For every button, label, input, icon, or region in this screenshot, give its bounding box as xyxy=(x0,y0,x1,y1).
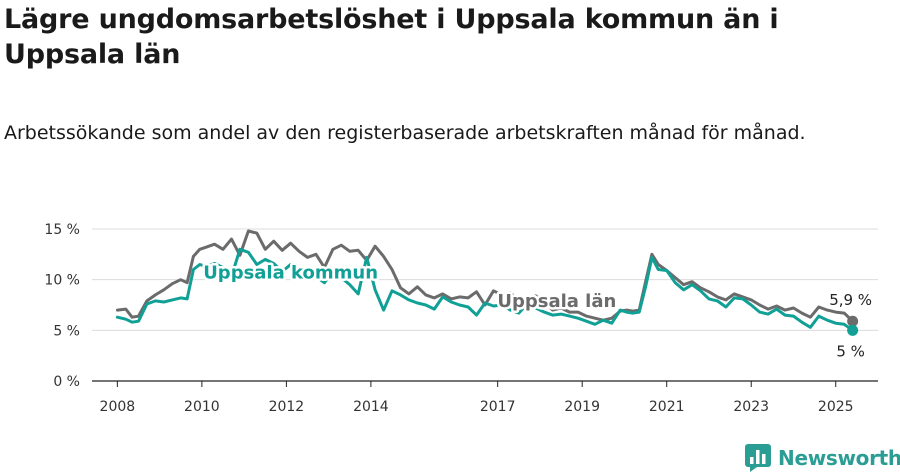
y-tick-label: 10 % xyxy=(44,273,80,289)
x-tick-label: 2019 xyxy=(564,399,600,415)
end-label-uppsala-kommun: 5 % xyxy=(836,342,865,360)
end-point-uppsala-kommun xyxy=(847,324,859,336)
y-tick-label: 0 % xyxy=(53,374,80,390)
series-line-uppsala-kommun xyxy=(115,247,855,332)
y-tick-label: 5 % xyxy=(53,323,80,339)
series-label-uppsala-l-n: Uppsala län xyxy=(497,291,616,312)
x-tick-label: 2014 xyxy=(353,399,389,415)
x-tick-label: 2012 xyxy=(269,399,305,415)
x-tick-label: 2010 xyxy=(184,399,220,415)
brand: Newsworthy xyxy=(745,443,900,473)
bar-chart-logo-icon xyxy=(745,444,771,472)
brand-name: Newsworthy xyxy=(778,446,900,470)
chart-title: Lägre ungdomsarbetslöshet i Uppsala komm… xyxy=(4,4,779,70)
x-tick-label: 2017 xyxy=(480,399,516,415)
line-chart: 0 %5 %10 %15 % 2008 2010 2012 2014 2017 2019 2… xyxy=(44,222,878,415)
x-tick-label: 2021 xyxy=(649,399,685,415)
x-tick-label: 2008 xyxy=(100,399,136,415)
y-tick-label: 15 % xyxy=(44,222,80,238)
grid xyxy=(92,228,878,331)
end-point-uppsala-l-n xyxy=(847,315,859,327)
x-tick-label: 2023 xyxy=(733,399,769,415)
x-tick-label: 2025 xyxy=(818,399,854,415)
chart-subtitle: Arbetssökande som andel av den registerb… xyxy=(4,122,806,144)
y-axis: 0 % 5 % 10 % 15 % xyxy=(44,222,80,390)
x-axis: 2008 2010 2012 2014 2017 2019 2021 2023 2025 xyxy=(92,380,878,415)
series-lines xyxy=(115,229,859,336)
end-label-uppsala-l-n: 5,9 % xyxy=(829,291,872,309)
series-labels: Uppsala län 5,9 % Uppsala kommun 5 % xyxy=(201,260,874,362)
series-label-uppsala-kommun: Uppsala kommun xyxy=(203,263,378,284)
